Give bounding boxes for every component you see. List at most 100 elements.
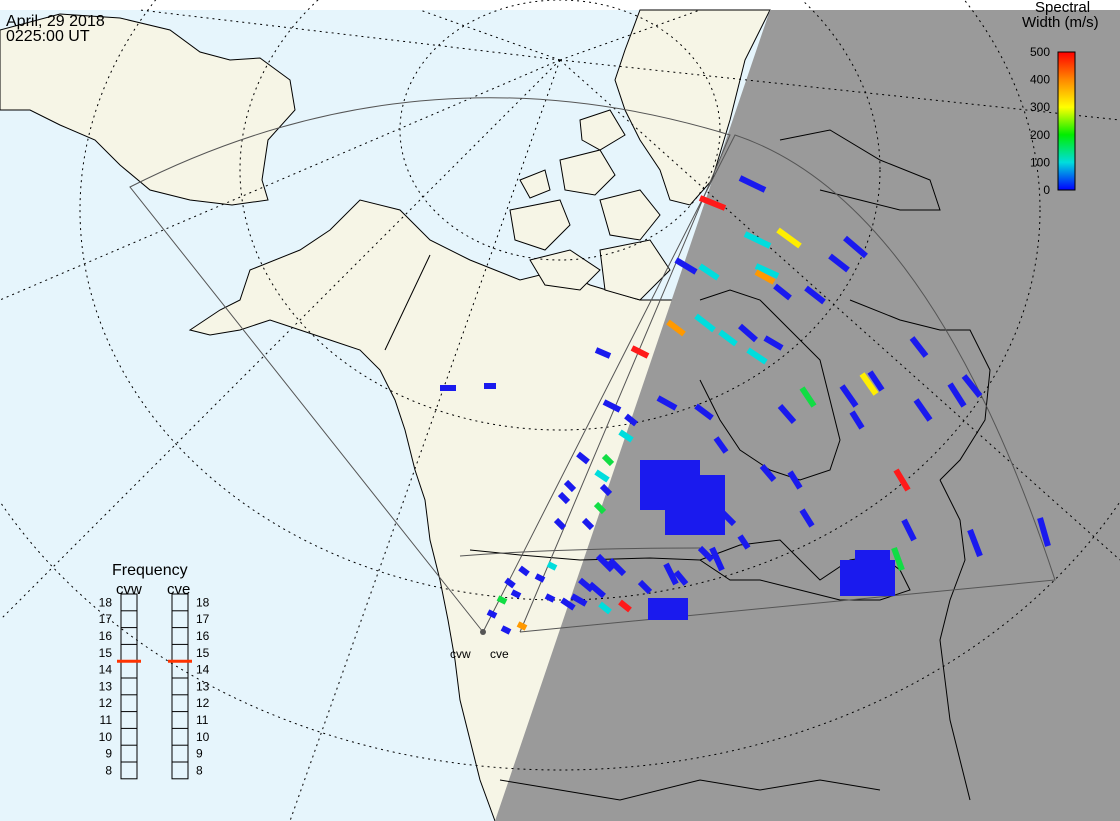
scatter-cell [1037,517,1051,547]
frequency-scale-label: 8 [196,763,203,777]
frequency-scale-label: 14 [196,663,210,677]
frequency-scale-label: 9 [105,747,112,761]
scatter-cell [694,403,714,421]
frequency-scale-label: 12 [196,696,210,710]
scatter-cell [947,382,967,408]
scatter-cell [787,470,803,490]
scatter-cell-cluster [648,598,688,620]
scatter-cell [754,269,776,285]
scatter-cell [618,599,632,613]
frequency-scale-label: 17 [99,612,113,626]
scatter-cell [581,517,595,531]
scatter-cell [849,410,865,430]
meridian [419,9,561,61]
scatter-cell [694,313,716,333]
meridian [289,59,561,821]
frequency-scale-label: 18 [99,595,113,609]
scatter-cell [759,464,777,482]
frequency-radar-cve: cve [167,581,190,598]
scatter-cell [763,335,784,351]
scatter-cell [698,263,720,281]
scatter-cell [867,370,885,392]
scatter-cell [588,581,606,599]
scatter-cell [578,577,594,593]
radar-label-cvw: cvw [450,647,471,661]
scatter-cell [544,593,556,603]
scatter-cell [737,534,751,550]
frequency-scale-label: 8 [105,763,112,777]
colorbar-title-line2: Width (m/s) [1022,14,1099,31]
scatter-cell [593,501,607,515]
scatter-cell [557,491,571,505]
labrador-coast [779,129,941,211]
gulf-coast [499,779,881,801]
scatter-cells [440,175,1051,635]
scatter-cell [697,545,715,563]
scatter-cell [560,597,576,611]
scatter-cell [839,384,859,408]
date-label: April, 29 2018 [6,13,105,30]
frequency-scale-label: 16 [99,629,113,643]
arctic-island [519,169,551,199]
frequency-scale-label: 17 [196,612,210,626]
greenland-landmass [614,9,771,206]
scatter-cell [967,528,983,558]
scatter-cell [777,404,797,424]
frequency-scale-label: 15 [99,646,113,660]
scatter-cell [698,195,727,211]
scatter-cell [746,347,768,365]
scatter-cell [486,609,498,619]
scatter-cell [534,573,546,583]
scatter-cell [673,570,689,586]
colorbar-tick-label: 0 [1043,183,1050,197]
latitude-circle [239,0,881,431]
frequency-scale-label: 15 [196,646,210,660]
scatter-cell [713,436,729,454]
colorbar-tick-label: 400 [1030,73,1050,87]
hudson-bay-coast [699,289,841,481]
scatter-cell [594,469,610,483]
frequency-column-cvw [120,593,138,780]
scatter-cell [961,374,983,398]
frequency-scale-label: 13 [196,679,210,693]
arctic-island [599,189,661,241]
frequency-scale-label: 10 [99,730,113,744]
scatter-cell [743,231,772,249]
scatter-cell [563,479,577,493]
scatter-cell [828,253,850,273]
scatter-cell [637,579,653,595]
scatter-cell [674,257,698,275]
frequency-columns: 18 17 16 15 14 13 12 11 10 9 8 18 17 16 15 14 13 12 11 10 9 8 [99,593,210,780]
scatter-cell [594,347,612,359]
scatter-cell [901,518,917,542]
colorbar-gradient [1057,51,1076,191]
arctic-island [509,199,571,251]
frequency-column-cve [171,593,189,780]
arctic-island [599,239,671,301]
scatter-cell [738,323,758,343]
scatter-cell [496,595,508,605]
scatter-cell [773,283,792,301]
colorbar-tick-label: 300 [1030,100,1050,114]
scatter-cell-cluster [855,550,890,595]
frequency-scale-label: 9 [196,747,203,761]
meridian [559,59,1120,561]
scatter-cell [656,395,678,411]
latitude-circle [79,0,1041,601]
scatter-cell [804,285,826,305]
scatter-cell [553,517,567,531]
scatter-cell [599,483,613,497]
radar-label-cve: cve [490,647,509,661]
scatter-cell [601,453,615,467]
arctic-island [579,109,626,151]
scatter-cell [799,508,815,528]
scatter-cell [504,577,516,589]
scatter-cell [913,398,933,422]
frequency-scale-label: 16 [196,629,210,643]
frequency-radar-cvw: cvw [116,581,142,598]
siberia-landmass [0,13,296,206]
latitude-circle [399,0,721,261]
scatter-cell [518,565,530,577]
